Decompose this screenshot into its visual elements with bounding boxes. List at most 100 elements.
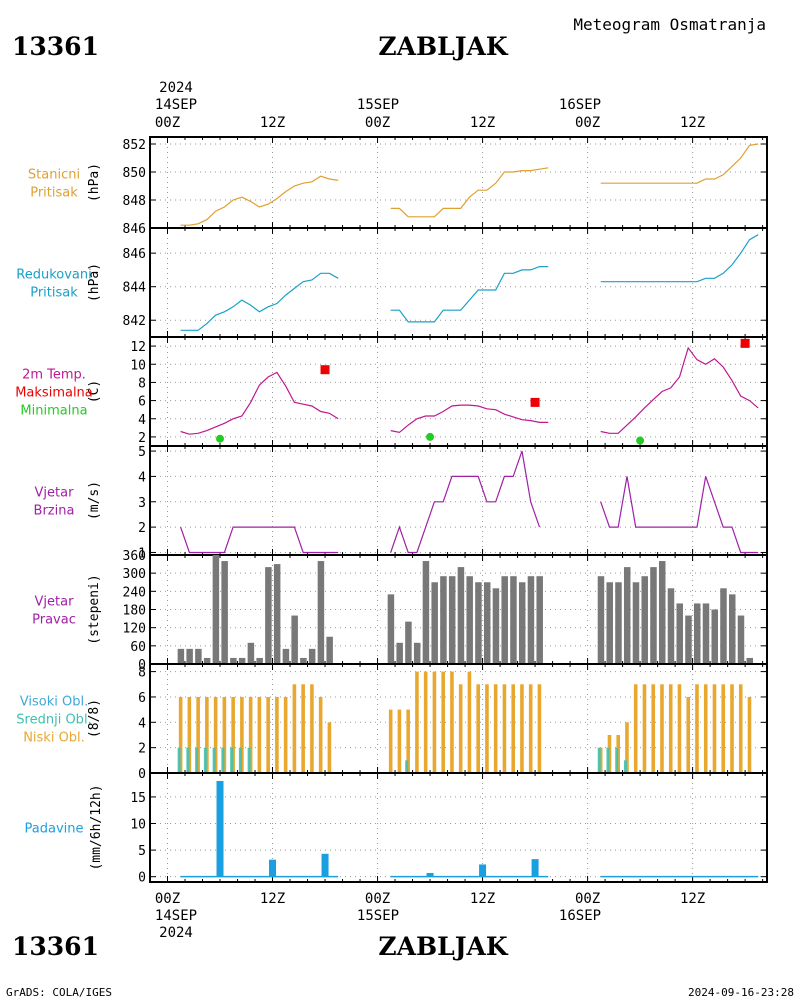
- series-line: [180, 175, 339, 226]
- top-day-label-1: 14SEP: [155, 97, 197, 113]
- bottom-day-label-2: 15SEP: [357, 908, 399, 924]
- y-tick-label: 0: [138, 871, 146, 886]
- cloud-mid-bar: [623, 760, 627, 773]
- y-tick-label: 2: [138, 431, 146, 446]
- cloud-low-bar: [660, 684, 664, 773]
- y-tick-label: 846: [123, 222, 146, 237]
- bottom-hour-label-4: 00Z: [575, 891, 600, 907]
- panel-frame: [149, 772, 768, 883]
- plot-area: [177, 671, 753, 773]
- wind-dir-bar: [291, 615, 298, 664]
- bottom-time-axis: 14SEP 15SEP 16SEP 2024 00Z 12Z 00Z 12Z 00Z 12…: [155, 891, 705, 941]
- tmin-marker: [216, 434, 225, 443]
- wind-dir-bar: [387, 594, 395, 664]
- series-label: Padavine: [25, 822, 84, 837]
- wind-dir-bar: [466, 576, 473, 664]
- wind-dir-bar: [693, 603, 701, 664]
- cloud-low-bar: [275, 696, 279, 773]
- bottom-hour-label-2: 00Z: [365, 891, 390, 907]
- cloud-mid-bar: [615, 747, 619, 773]
- tmax-marker: [740, 338, 750, 348]
- cloud-low-bar: [222, 696, 227, 773]
- wind-dir-bar: [615, 582, 622, 664]
- cloud-mid-bar: [212, 747, 216, 773]
- series-label: Brzina: [34, 504, 75, 519]
- panels: 846848850852(hPa)StanicniPritisak8428448…: [15, 136, 768, 886]
- cloud-mid-bar: [177, 747, 181, 773]
- cloud-low-bar: [476, 684, 480, 773]
- series-label: Pritisak: [30, 286, 78, 301]
- cloud-low-bar: [520, 684, 524, 773]
- cloud-low-bar: [537, 684, 542, 773]
- wind-dir-bar: [230, 657, 237, 664]
- precip-bar: [426, 872, 434, 877]
- y-tick-label: 60: [130, 640, 146, 655]
- y-tick-label: 180: [123, 604, 146, 619]
- y-tick-label: 6: [138, 395, 146, 410]
- wind-dir-bar: [702, 603, 710, 664]
- cloud-mid-bar: [195, 747, 199, 773]
- cloud-low-bar: [642, 684, 647, 773]
- panel-frame: [149, 227, 768, 338]
- precip-bar: [479, 864, 487, 877]
- y-tick-label: 1: [138, 546, 146, 561]
- wind-dir-bar: [422, 561, 430, 664]
- unit-label: (m/s): [87, 481, 102, 520]
- y-tick-label: 0: [138, 658, 146, 673]
- station-name-bottom: ZABLJAK: [378, 932, 509, 961]
- cloud-low-bar: [730, 684, 734, 773]
- y-tick-label: 300: [123, 567, 146, 582]
- wind-dir-bar: [685, 615, 692, 664]
- wind-dir-bar: [676, 603, 683, 664]
- station-name-top: ZABLJAK: [378, 32, 509, 61]
- y-tick-label: 360: [123, 549, 146, 564]
- cloud-low-bar: [738, 684, 743, 773]
- unit-label: (hPa): [87, 163, 102, 202]
- panel-temperature: 2 4 6 8 10 12 (C)2m Temp. Maksimalna Minimalna: [15, 336, 768, 447]
- timestamp-label: 2024-09-16-23:28: [688, 986, 794, 999]
- cloud-low-bar: [310, 684, 314, 773]
- cloud-low-bar: [266, 696, 270, 773]
- cloud-low-bar: [257, 696, 262, 773]
- bottom-hour-label-5: 12Z: [680, 891, 705, 907]
- bottom-hour-label-3: 12Z: [470, 891, 495, 907]
- wind-dir-bar: [483, 582, 491, 664]
- tmax-marker: [320, 365, 330, 375]
- wind-dir-bar: [195, 648, 202, 664]
- cloud-low-bar: [493, 684, 498, 773]
- precip-bar: [216, 780, 224, 877]
- plot-area: [180, 338, 759, 445]
- cloud-low-bar: [651, 684, 656, 773]
- plot-area: [180, 234, 759, 331]
- y-tick-label: 8: [138, 376, 146, 391]
- cloud-low-bar: [747, 696, 752, 773]
- wind-dir-bar: [186, 648, 193, 664]
- bottom-hour-label-1: 12Z: [260, 891, 285, 907]
- y-tick-label: 842: [123, 314, 146, 329]
- wind-dir-bar: [221, 561, 228, 664]
- cloud-low-bar: [196, 696, 200, 773]
- wind-dir-bar: [413, 642, 421, 664]
- panel-frame: [149, 136, 768, 229]
- bottom-day-label-1: 14SEP: [155, 908, 197, 924]
- y-tick-label: 852: [123, 138, 146, 153]
- wind-dir-bar: [282, 648, 290, 664]
- wind-dir-bar: [326, 636, 333, 664]
- series-label: Pritisak: [30, 186, 78, 201]
- cloud-low-bar: [450, 671, 454, 773]
- panel-station-pressure: 846 848 850 852 (hPa) Stanicni Pritisak: [28, 136, 768, 237]
- wind-dir-bar: [448, 576, 456, 664]
- cloud-low-bar: [231, 696, 235, 773]
- wind-dir-bar: [492, 588, 500, 664]
- top-day-label-3: 16SEP: [559, 97, 601, 113]
- cloud-low-bar: [686, 696, 691, 773]
- y-tick-label: 846: [123, 247, 146, 262]
- cloud-mid-bar: [230, 747, 234, 773]
- series-line: [390, 450, 541, 554]
- y-tick-label: 120: [123, 622, 146, 637]
- cloud-low-bar: [406, 709, 410, 773]
- top-hour-label-5: 12Z: [680, 115, 705, 131]
- series-label: Niski Obl.: [23, 731, 85, 746]
- wind-dir-bar: [431, 582, 438, 664]
